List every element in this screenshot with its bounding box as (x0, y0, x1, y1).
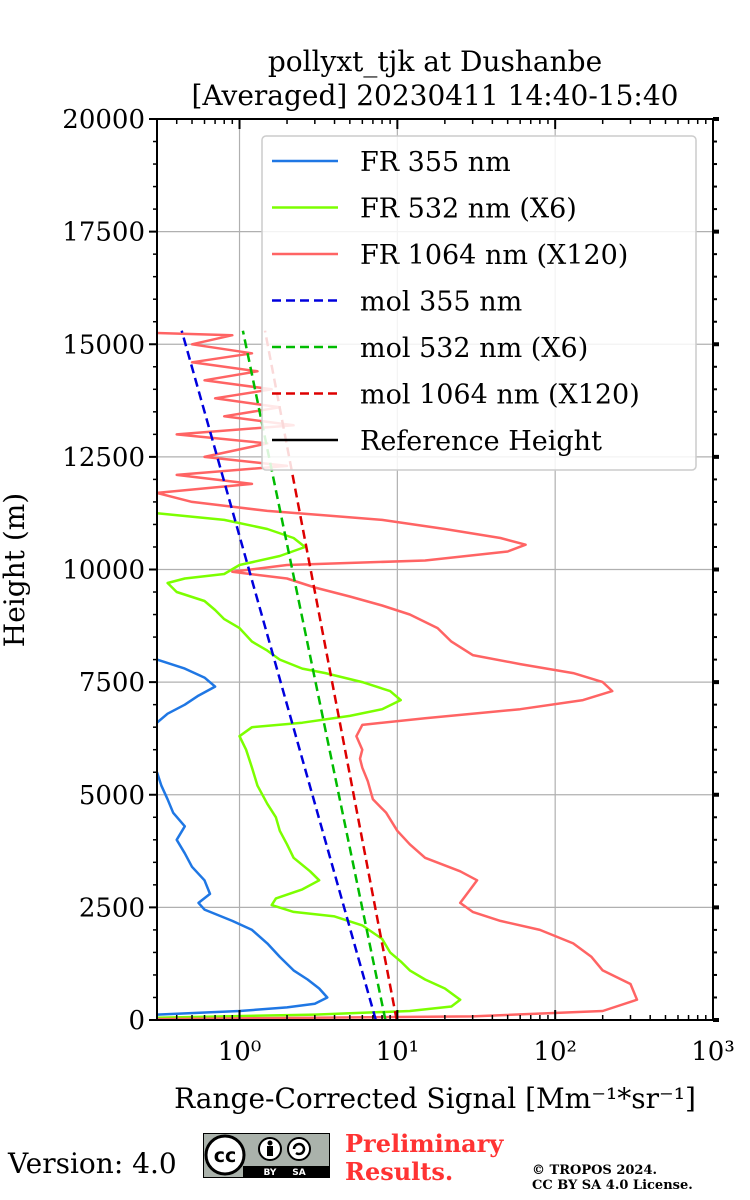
preliminary-results-note: Preliminary Results. (345, 1130, 503, 1186)
legend-label: Reference Height (360, 426, 602, 457)
copyright-line-1: © TROPOS 2024. (532, 1163, 658, 1178)
legend-label: FR 532 nm (X6) (360, 194, 577, 225)
version-label: Version: 4.0 (8, 1147, 177, 1180)
y-tick-label: 0 (128, 1006, 145, 1036)
series-mol-1064-nm-x120 (263, 330, 398, 1020)
legend-label: mol 1064 nm (X120) (360, 380, 640, 411)
y-tick-label: 5000 (79, 781, 145, 811)
series-mol-532-nm-x6 (241, 330, 387, 1020)
sa-text: SA (292, 1168, 305, 1178)
by-body (267, 1146, 273, 1156)
copyright-line-2: CC BY SA 4.0 License. (532, 1178, 693, 1193)
sa-arrow (292, 1142, 306, 1156)
series-group (157, 330, 639, 1020)
cc-license-badge: cc BY SA (203, 1133, 330, 1178)
chart-title-line-2: [Averaged] 20230411 14:40-15:40 (191, 79, 679, 112)
series-fr-532-nm-x6 (157, 511, 462, 1019)
x-axis-label: Range-Corrected Signal [Mm⁻¹*sr⁻¹] (174, 1082, 696, 1115)
series-fr-355-nm (157, 771, 329, 1016)
by-text: BY (264, 1168, 277, 1178)
preliminary-line-2: Results. (345, 1157, 454, 1186)
y-tick-label: 17500 (62, 218, 145, 248)
legend-label: mol 355 nm (360, 287, 522, 318)
y-tick-label: 10000 (62, 556, 145, 586)
chart-title-line-1: pollyxt_tjk at Dushanbe (267, 45, 603, 78)
legend: FR 355 nm FR 532 nm (X6) FR 1064 nm (X120)… (261, 135, 697, 471)
y-tick-label: 12500 (62, 443, 145, 473)
y-axis-label: Height (m) (0, 493, 31, 647)
x-tick-label: 10¹ (376, 1037, 420, 1067)
legend-label: FR 1064 nm (X120) (360, 240, 628, 271)
tick-labels: 10⁰ 10¹ 10² 10³ 0 2500 5000 7500 10000 12500 15000… (62, 105, 734, 1067)
legend-label: FR 355 nm (360, 147, 511, 178)
series-fr-1064-nm-x120 (157, 331, 639, 1020)
cc-icon-text: cc (214, 1145, 237, 1167)
x-tick-label: 10² (533, 1037, 577, 1067)
series-fr-355-nm-upper (157, 658, 217, 724)
x-tick-label: 10³ (691, 1037, 735, 1067)
y-tick-label: 7500 (79, 668, 145, 698)
by-head (267, 1140, 273, 1146)
legend-box (261, 135, 697, 471)
sa-icon (287, 1137, 311, 1161)
x-tick-label: 10⁰ (218, 1037, 262, 1067)
y-tick-label: 15000 (62, 330, 145, 360)
legend-label: mol 532 nm (X6) (360, 333, 588, 364)
series-mol-355-nm (180, 330, 378, 1020)
axis-ticks (149, 117, 719, 1022)
copyright-note: © TROPOS 2024. CC BY SA 4.0 License. (532, 1163, 693, 1193)
y-tick-label: 2500 (79, 893, 145, 923)
preliminary-line-1: Preliminary (345, 1129, 504, 1158)
cc-icon (204, 1134, 246, 1176)
y-tick-label: 20000 (62, 105, 145, 135)
